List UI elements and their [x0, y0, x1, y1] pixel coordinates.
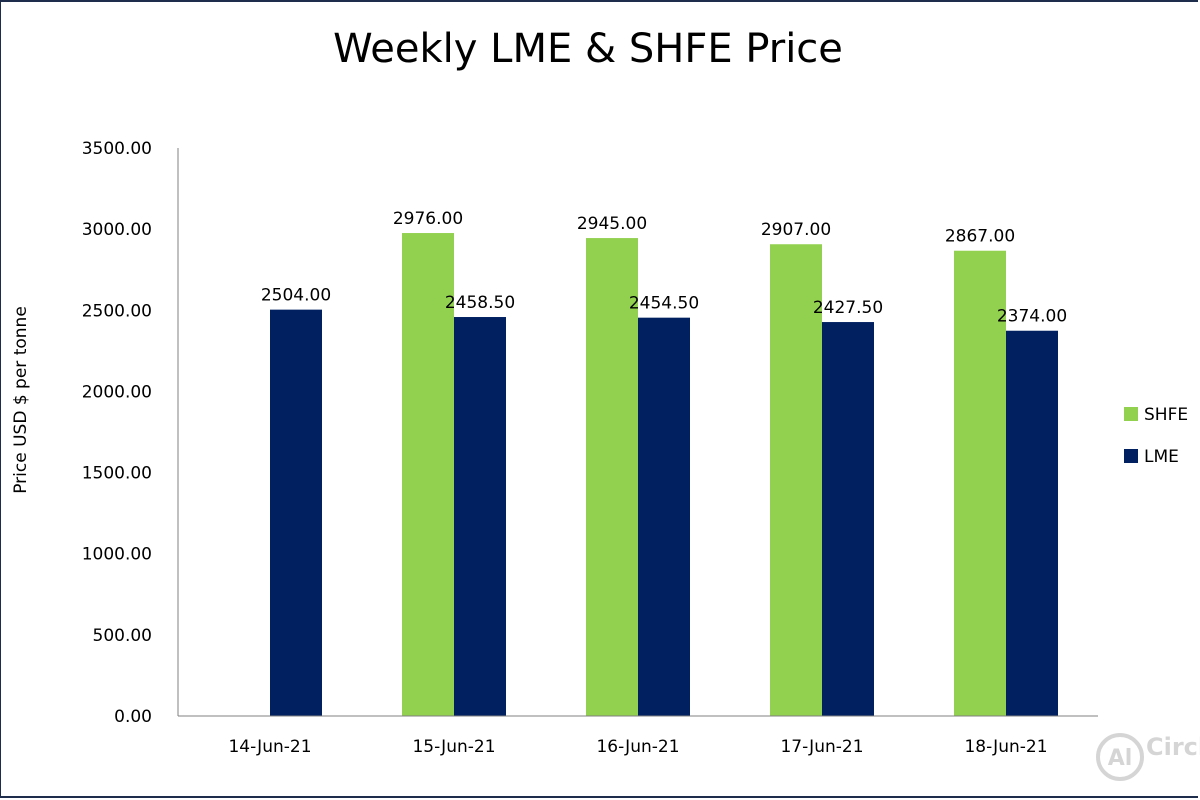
x-tick-label: 16-Jun-21: [596, 737, 679, 757]
y-tick-label: 2500.00: [82, 301, 152, 321]
data-label: 2427.50: [813, 298, 883, 318]
data-label: 2907.00: [761, 220, 831, 240]
x-tick-label: 17-Jun-21: [780, 737, 863, 757]
legend: SHFE LME: [1124, 405, 1188, 467]
data-label: 2454.50: [629, 294, 699, 314]
data-label: 2458.50: [445, 293, 515, 313]
x-tick-label: 14-Jun-21: [228, 737, 311, 757]
bars-group: [270, 233, 1058, 717]
watermark-brand-text: Circle: [1146, 733, 1200, 761]
x-tick-label: 15-Jun-21: [412, 737, 495, 757]
y-tick-label: 500.00: [93, 626, 152, 646]
watermark-circle: [1096, 733, 1144, 781]
bar-lme: [454, 317, 506, 716]
bar-lme: [1006, 330, 1058, 716]
y-axis-ticks: 0.00 500.00 1000.00 1500.00 2000.00 2500.00 30…: [82, 139, 152, 727]
data-label: 2504.00: [261, 286, 331, 306]
legend-label-shfe: SHFE: [1144, 405, 1188, 425]
chart-title: Weekly LME & SHFE Price: [333, 26, 843, 72]
data-labels-group: 2504.00 2976.00 2458.50 2945.00 2454.50 2907.…: [261, 209, 1067, 327]
bar-lme: [822, 322, 874, 716]
y-axis-title: Price USD $ per tonne: [11, 306, 31, 494]
bar-lme: [638, 317, 690, 716]
data-label: 2976.00: [393, 209, 463, 229]
bar-shfe: [770, 244, 822, 717]
y-tick-label: 0.00: [114, 707, 152, 727]
x-axis-ticks: 14-Jun-21 15-Jun-21 16-Jun-21 17-Jun-21 18-J…: [228, 737, 1047, 757]
legend-swatch-lme: [1124, 449, 1138, 463]
bar-shfe: [402, 233, 454, 716]
data-label: 2374.00: [997, 307, 1067, 327]
y-tick-label: 3000.00: [82, 220, 152, 240]
bar-lme: [270, 309, 322, 716]
bar-shfe: [586, 238, 638, 716]
legend-swatch-shfe: [1124, 407, 1138, 421]
legend-label-lme: LME: [1144, 447, 1179, 467]
bar-shfe: [954, 250, 1006, 716]
y-tick-label: 2000.00: [82, 382, 152, 402]
y-tick-label: 1500.00: [82, 464, 152, 484]
x-tick-label: 18-Jun-21: [964, 737, 1047, 757]
watermark-logo-text: Al: [1108, 746, 1133, 771]
data-label: 2945.00: [577, 214, 647, 234]
watermark-logo: Al Circle: [1096, 733, 1200, 781]
y-tick-label: 1000.00: [82, 545, 152, 565]
data-label: 2867.00: [945, 227, 1015, 247]
y-tick-label: 3500.00: [82, 139, 152, 159]
